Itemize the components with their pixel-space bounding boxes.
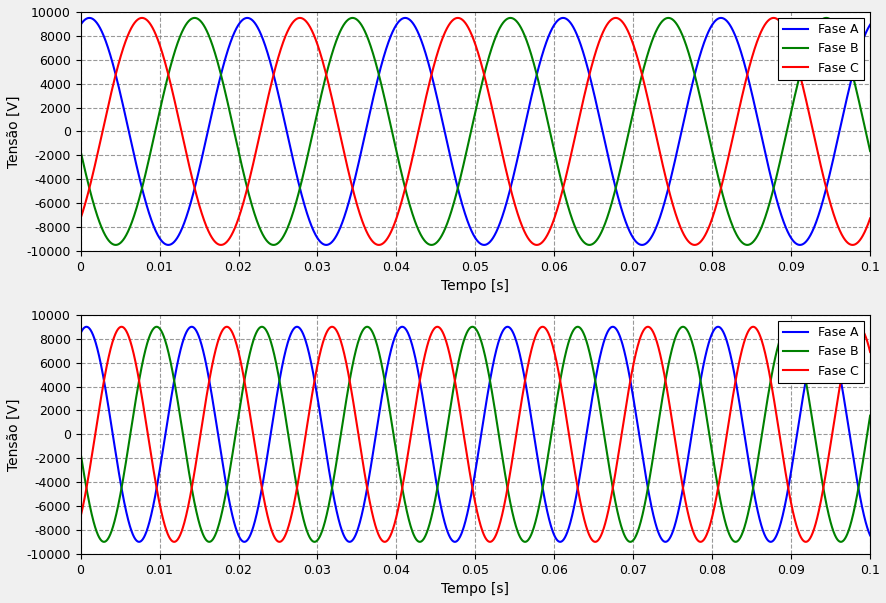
Fase A — [588, 92, 599, 99]
X-axis label: Tempo [s]: Tempo [s] — [441, 279, 509, 293]
Line: Fase A: Fase A — [81, 18, 869, 245]
Line: Fase B: Fase B — [81, 327, 869, 542]
Fase A — [75, 21, 86, 28]
Fase B — [588, 372, 599, 379]
Line: Fase C: Fase C — [81, 18, 869, 245]
Fase B — [864, 412, 874, 419]
Fase C — [767, 14, 778, 22]
X-axis label: Tempo [s]: Tempo [s] — [441, 582, 509, 596]
Line: Fase C: Fase C — [81, 327, 869, 542]
Fase B — [377, 365, 387, 372]
Fase B — [75, 449, 86, 456]
Fase B — [664, 14, 674, 22]
Fase B — [268, 241, 278, 248]
Fase C — [377, 240, 387, 247]
Fase A — [664, 178, 674, 185]
Fase B — [548, 411, 559, 418]
Fase B — [864, 148, 874, 155]
Fase A — [377, 58, 387, 66]
Fase C — [548, 215, 559, 223]
Fase C — [852, 323, 863, 330]
Fase C — [724, 411, 734, 418]
Fase C — [664, 190, 674, 197]
Fase A — [864, 21, 874, 28]
Fase C — [588, 54, 599, 61]
Fase C — [274, 538, 284, 546]
Fase B — [588, 239, 599, 247]
Legend: Fase A, Fase B, Fase C: Fase A, Fase B, Fase C — [777, 321, 863, 382]
Fase B — [189, 14, 199, 22]
Fase C — [75, 215, 86, 222]
Line: Fase A: Fase A — [81, 327, 869, 542]
Fase A — [864, 532, 874, 539]
Fase C — [219, 241, 229, 248]
Fase A — [659, 538, 670, 546]
Fase C — [75, 513, 86, 520]
Fase B — [219, 499, 229, 506]
Fase C — [864, 215, 874, 222]
Fase A — [588, 383, 599, 390]
Legend: Fase A, Fase B, Fase C: Fase A, Fase B, Fase C — [777, 18, 863, 80]
Fase A — [724, 350, 734, 357]
Fase A — [548, 21, 559, 28]
Fase C — [219, 324, 229, 332]
Fase B — [548, 148, 559, 155]
Fase A — [557, 14, 568, 22]
Fase B — [219, 84, 229, 91]
Fase B — [467, 323, 478, 330]
Fase C — [864, 349, 874, 356]
Fase C — [377, 537, 387, 545]
Fase B — [377, 86, 387, 93]
Fase C — [846, 241, 857, 248]
Fase B — [75, 148, 86, 155]
Fase A — [81, 323, 91, 330]
Fase C — [588, 538, 599, 545]
Fase A — [75, 330, 86, 337]
Fase B — [98, 538, 109, 546]
Y-axis label: Tensão [V]: Tensão [V] — [7, 398, 21, 470]
Fase A — [219, 60, 229, 67]
Fase A — [548, 532, 559, 539]
Fase C — [548, 348, 559, 355]
Y-axis label: Tensão [V]: Tensão [V] — [7, 95, 21, 168]
Fase A — [219, 469, 229, 476]
Fase A — [478, 241, 489, 248]
Fase A — [664, 534, 674, 541]
Fase A — [724, 22, 734, 29]
Fase A — [377, 390, 387, 397]
Fase C — [724, 148, 734, 155]
Fase C — [664, 403, 674, 411]
Fase B — [724, 532, 734, 540]
Fase B — [664, 354, 674, 361]
Line: Fase B: Fase B — [81, 18, 869, 245]
Fase B — [724, 215, 734, 223]
